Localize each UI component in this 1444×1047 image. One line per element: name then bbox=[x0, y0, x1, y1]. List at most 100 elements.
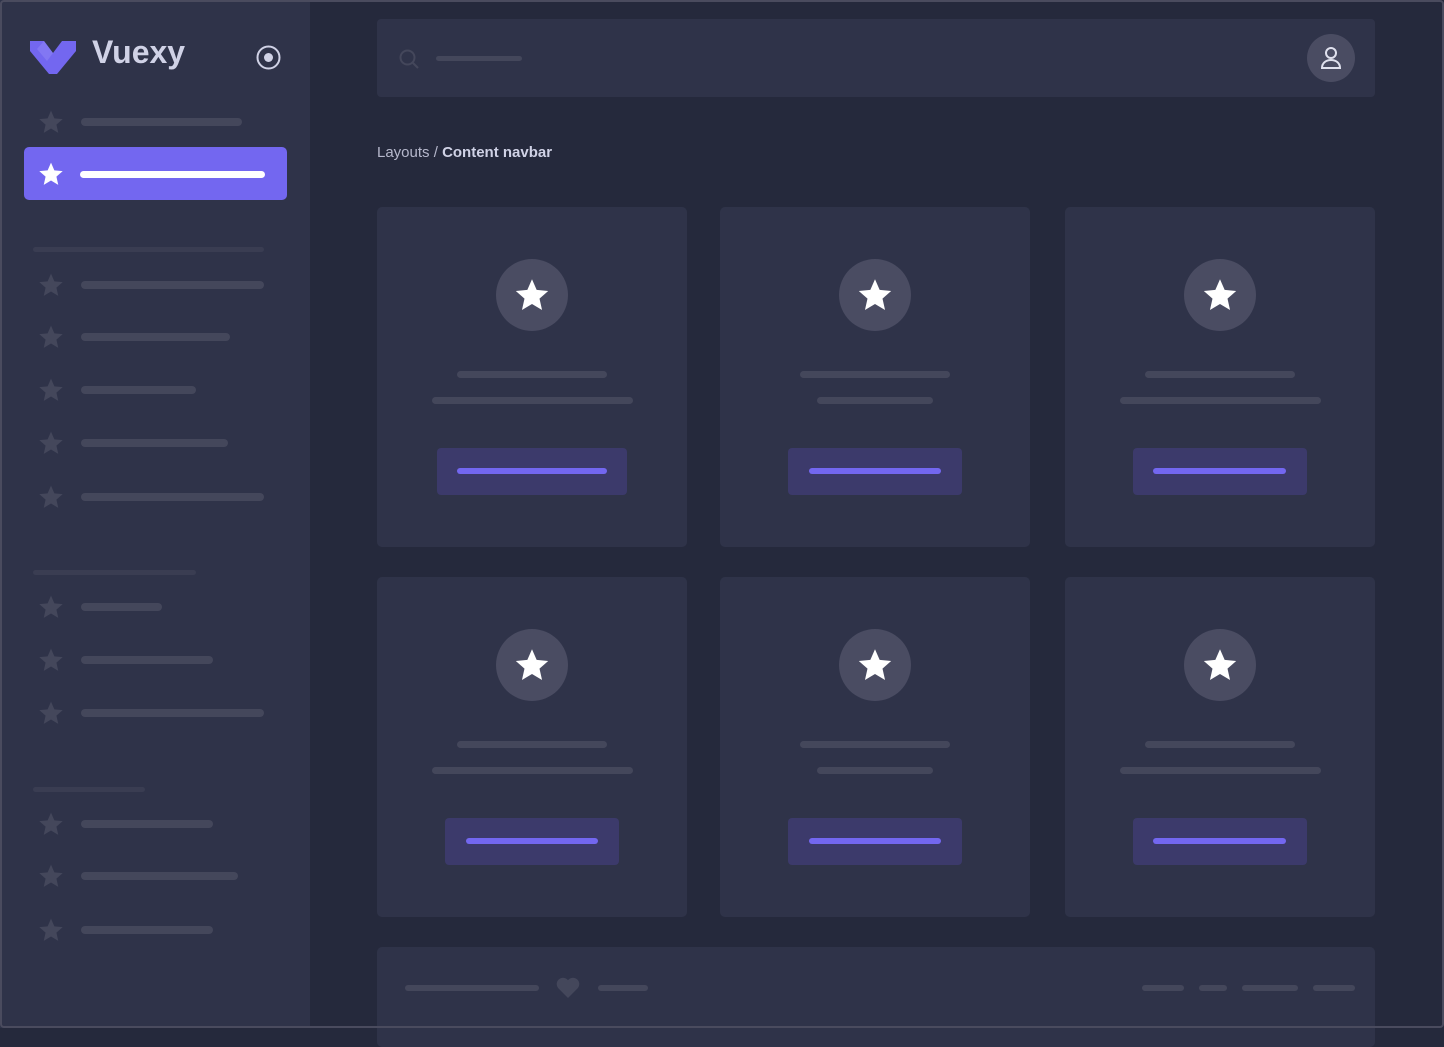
section-divider bbox=[33, 247, 264, 252]
card-text bbox=[1120, 767, 1321, 774]
card-title bbox=[1145, 741, 1295, 748]
breadcrumb: Layouts / Content navbar bbox=[377, 144, 552, 161]
star-icon bbox=[39, 273, 63, 296]
section-divider bbox=[33, 570, 196, 575]
card-button-label bbox=[809, 468, 941, 474]
app-title: Vuexy bbox=[92, 34, 186, 70]
card-title bbox=[457, 371, 607, 378]
feature-card bbox=[377, 207, 687, 547]
card-icon-circle bbox=[839, 259, 911, 331]
sidebar-item[interactable] bbox=[30, 374, 280, 406]
breadcrumb-current: Content navbar bbox=[442, 144, 553, 161]
sidebar-item-active[interactable] bbox=[24, 147, 287, 200]
sidebar-item[interactable] bbox=[30, 697, 280, 729]
star-icon bbox=[39, 648, 63, 671]
card-text bbox=[1120, 397, 1321, 404]
card-text bbox=[817, 397, 933, 404]
vuexy-logo-icon bbox=[30, 41, 76, 74]
sidebar-item-label bbox=[81, 656, 213, 664]
card-text bbox=[817, 767, 933, 774]
card-title bbox=[1145, 371, 1295, 378]
heart-icon bbox=[556, 977, 580, 998]
card-button[interactable] bbox=[788, 448, 962, 495]
sidebar-item-label bbox=[81, 118, 242, 126]
card-button[interactable] bbox=[445, 818, 619, 865]
star-icon bbox=[39, 812, 63, 835]
sidebar-item[interactable] bbox=[30, 644, 280, 676]
card-icon-circle bbox=[496, 259, 568, 331]
radio-circle-icon[interactable] bbox=[256, 45, 281, 70]
footer-link[interactable] bbox=[1313, 985, 1355, 991]
card-title bbox=[457, 741, 607, 748]
star-icon bbox=[39, 162, 63, 185]
card-text bbox=[432, 397, 633, 404]
search-input[interactable] bbox=[436, 56, 522, 61]
card-icon-circle bbox=[1184, 259, 1256, 331]
star-icon bbox=[39, 918, 63, 941]
star-icon bbox=[39, 431, 63, 454]
sidebar-item[interactable] bbox=[30, 321, 280, 353]
feature-card bbox=[1065, 207, 1375, 547]
feature-card bbox=[1065, 577, 1375, 917]
star-icon bbox=[515, 279, 549, 310]
star-icon bbox=[39, 110, 63, 133]
sidebar-item-label bbox=[81, 926, 213, 934]
breadcrumb-separator: / bbox=[429, 144, 443, 161]
star-icon bbox=[858, 279, 892, 310]
card-text bbox=[432, 767, 633, 774]
sidebar-item[interactable] bbox=[30, 481, 280, 513]
star-icon bbox=[39, 701, 63, 724]
star-icon bbox=[858, 649, 892, 680]
star-icon bbox=[1203, 279, 1237, 310]
feature-card bbox=[720, 207, 1030, 547]
footer-text bbox=[405, 985, 539, 991]
star-icon bbox=[39, 485, 63, 508]
card-title bbox=[800, 371, 950, 378]
card-button-label bbox=[457, 468, 607, 474]
sidebar-item-label bbox=[81, 439, 228, 447]
sidebar-item[interactable] bbox=[30, 269, 280, 301]
sidebar-item-label bbox=[81, 281, 264, 289]
avatar[interactable] bbox=[1307, 34, 1355, 82]
sidebar-item-label bbox=[81, 709, 264, 717]
sidebar-item[interactable] bbox=[30, 808, 280, 840]
star-icon bbox=[39, 864, 63, 887]
sidebar-item[interactable] bbox=[30, 914, 280, 946]
sidebar-item-label bbox=[81, 493, 264, 501]
sidebar-item-label bbox=[81, 820, 213, 828]
card-icon-circle bbox=[839, 629, 911, 701]
star-icon bbox=[39, 595, 63, 618]
section-divider bbox=[33, 787, 145, 792]
sidebar-item-label bbox=[80, 171, 265, 178]
card-title bbox=[800, 741, 950, 748]
card-button[interactable] bbox=[788, 818, 962, 865]
top-navbar bbox=[377, 19, 1375, 97]
star-icon bbox=[515, 649, 549, 680]
sidebar-item-label bbox=[81, 603, 162, 611]
footer bbox=[377, 947, 1375, 1047]
card-button[interactable] bbox=[1133, 448, 1307, 495]
card-button-label bbox=[1153, 468, 1286, 474]
card-button-label bbox=[466, 838, 598, 844]
star-icon bbox=[39, 378, 63, 401]
footer-link[interactable] bbox=[1199, 985, 1227, 991]
sidebar-item[interactable] bbox=[30, 591, 280, 623]
sidebar-item[interactable] bbox=[30, 427, 280, 459]
star-icon bbox=[1203, 649, 1237, 680]
footer-link[interactable] bbox=[1142, 985, 1184, 991]
feature-card bbox=[720, 577, 1030, 917]
star-icon bbox=[39, 325, 63, 348]
sidebar-item-label bbox=[81, 333, 230, 341]
sidebar: Vuexy bbox=[0, 0, 310, 1028]
sidebar-item[interactable] bbox=[30, 860, 280, 892]
sidebar-item-label bbox=[81, 386, 196, 394]
card-button[interactable] bbox=[437, 448, 627, 495]
sidebar-item[interactable] bbox=[30, 106, 280, 138]
search-icon[interactable] bbox=[399, 49, 419, 69]
card-button[interactable] bbox=[1133, 818, 1307, 865]
sidebar-item-label bbox=[81, 872, 238, 880]
breadcrumb-parent[interactable]: Layouts bbox=[377, 144, 430, 161]
footer-link[interactable] bbox=[1242, 985, 1298, 991]
user-icon bbox=[1320, 47, 1342, 69]
card-button-label bbox=[1153, 838, 1286, 844]
